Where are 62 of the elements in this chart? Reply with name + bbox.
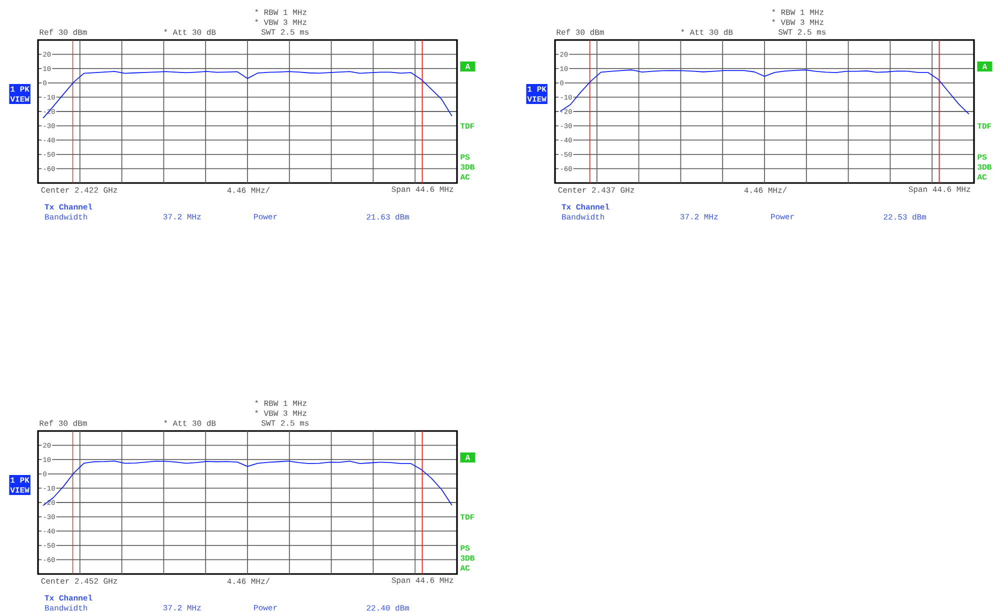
text: 1 PK [10, 86, 30, 92]
text: AC [460, 174, 470, 180]
text: Center 2.422 GHz [41, 187, 118, 193]
text: 1 PK [10, 477, 30, 483]
text: * RBW 1 MHz [255, 9, 306, 15]
text: Power [771, 214, 794, 220]
text: Bandwidth [45, 214, 87, 220]
text: * RBW 1 MHz [772, 9, 824, 15]
text: 22.53 dBm [884, 214, 926, 220]
line-series [42, 71, 452, 119]
text: Span 44.6 MHz [392, 577, 454, 585]
text: * VBW 3 MHz [772, 19, 824, 25]
text: 37.2 MHz [680, 214, 718, 220]
line-series [42, 460, 452, 506]
text: * Att 30 dB [681, 29, 733, 35]
text: SWT 2.5 ms [262, 420, 309, 426]
text: * RBW 1 MHz [255, 400, 306, 406]
text: Center 2.452 GHz [41, 578, 118, 584]
text: TDF [460, 123, 474, 129]
text: Span 44.6 MHz [392, 186, 454, 194]
text: A [465, 454, 470, 460]
text: PS [460, 154, 470, 160]
text: 21.63 dBm [366, 214, 409, 220]
text: VIEW [527, 96, 546, 102]
text: TDF [460, 514, 474, 520]
text: Ref 30 dBm [40, 29, 87, 35]
text: AC [977, 174, 987, 180]
text: VIEW [10, 487, 30, 493]
text: 4.46 MHz/ [227, 187, 270, 193]
text: VIEW [10, 96, 30, 102]
text: Ref 30 dBm [40, 420, 87, 426]
text: Tx Channel [44, 594, 92, 601]
text: * VBW 3 MHz [255, 19, 306, 25]
text: 37.2 MHz [163, 604, 201, 610]
text: * VBW 3 MHz [255, 410, 306, 416]
text: Bandwidth [562, 214, 604, 220]
text: * Att 30 dB [164, 29, 216, 35]
text: PS [460, 545, 470, 551]
text: A [982, 64, 988, 70]
text: 3DB [460, 164, 474, 170]
text: 22.40 dBm [366, 604, 409, 611]
text: SWT 2.5 ms [262, 29, 309, 35]
text: A [465, 64, 470, 70]
text: SWT 2.5 ms [778, 29, 826, 35]
text: TDF [977, 123, 992, 129]
text: 1 PK [528, 86, 546, 92]
text: Center 2.437 GHz [558, 187, 634, 193]
text: Power [254, 605, 277, 610]
text: Bandwidth [45, 604, 87, 611]
text: 3DB [978, 164, 992, 170]
text: PS [978, 154, 987, 160]
text: 3DB [460, 555, 474, 561]
text: AC [460, 565, 470, 571]
text: Tx Channel [562, 204, 610, 210]
text: 4.46 MHz/ [227, 578, 270, 584]
text: 37.2 MHz [163, 214, 201, 220]
text: * Att 30 dB [164, 420, 216, 426]
text: Span 44.6 MHz [908, 186, 970, 194]
text: 4.46 MHz/ [744, 187, 787, 193]
text: Ref 30 dBm [556, 29, 604, 35]
text: Power [254, 214, 277, 220]
text: Tx Channel [44, 204, 92, 210]
